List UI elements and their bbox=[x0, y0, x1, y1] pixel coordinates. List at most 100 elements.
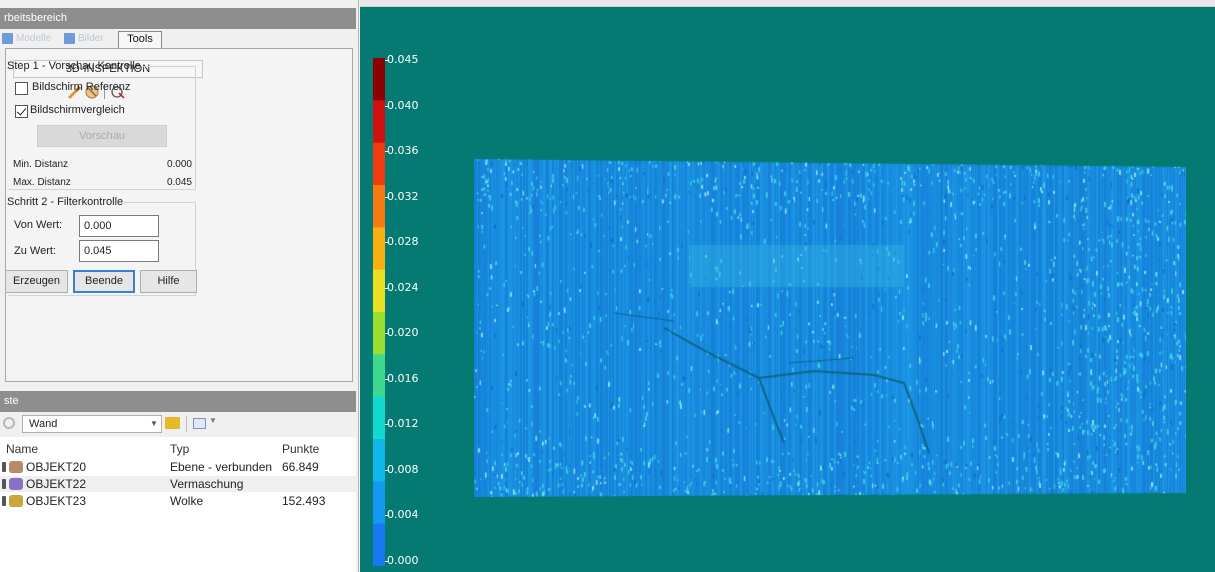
view-mode-icon[interactable] bbox=[193, 418, 206, 429]
column-header-type[interactable]: Typ bbox=[170, 442, 190, 456]
list-toolbar: Wand ▼ ▼ bbox=[0, 413, 356, 435]
color-scale-tick bbox=[385, 242, 389, 244]
step2-group: Schritt 2 - Filterkontrolle bbox=[7, 196, 196, 296]
step2-legend: Schritt 2 - Filterkontrolle bbox=[7, 196, 124, 208]
filter-dropdown[interactable]: Wand ▼ bbox=[22, 415, 162, 433]
generate-button[interactable]: Erzeugen bbox=[5, 270, 68, 293]
filter-dropdown-value: Wand bbox=[29, 418, 58, 430]
list-title: ste bbox=[4, 395, 19, 407]
color-scale-tick-label: 0.004 bbox=[387, 508, 419, 522]
toolbar-separator bbox=[104, 85, 105, 99]
color-scale-tick-label: 0.045 bbox=[387, 53, 419, 66]
color-scale-segment bbox=[373, 185, 385, 228]
visibility-icon[interactable] bbox=[2, 479, 6, 489]
max-distance-value: 0.045 bbox=[166, 177, 192, 188]
color-scale-tick bbox=[385, 333, 389, 335]
color-scale-segment bbox=[373, 396, 385, 440]
end-button[interactable]: Beende bbox=[73, 270, 135, 293]
color-scale-tick bbox=[385, 378, 389, 380]
tab-models[interactable]: Modelle bbox=[0, 30, 51, 48]
list-item[interactable]: OBJEKT20 Ebene - verbunden 66.849 bbox=[0, 459, 356, 475]
color-scale-segment bbox=[373, 439, 385, 482]
plane-object-icon bbox=[9, 461, 23, 473]
object-name: OBJEKT23 bbox=[26, 494, 87, 508]
object-name: OBJEKT20 bbox=[26, 460, 87, 474]
color-scale-tick-label: 0.032 bbox=[387, 189, 419, 203]
reference-checkbox-label[interactable]: Bildschirm Referenz bbox=[32, 81, 131, 93]
images-icon bbox=[64, 33, 75, 44]
list-item[interactable]: OBJEKT23 Wolke 152.493 bbox=[0, 493, 356, 509]
list-item[interactable]: OBJEKT22 Vermaschung bbox=[0, 476, 356, 492]
inspection-panel: 3D-INSPEKTION bbox=[5, 48, 353, 382]
preview-button[interactable]: Vorschau bbox=[37, 125, 167, 147]
color-scale-segment bbox=[373, 481, 385, 525]
color-scale-tick bbox=[385, 151, 389, 153]
from-value-label: Von Wert: bbox=[14, 219, 63, 231]
stamp-icon[interactable] bbox=[110, 84, 126, 100]
color-scale-segment bbox=[373, 269, 385, 313]
color-scale-segment bbox=[373, 354, 385, 398]
object-type: Vermaschung bbox=[170, 477, 244, 491]
list-titlebar: ste bbox=[0, 391, 356, 412]
tab-tools[interactable]: Tools bbox=[118, 31, 162, 48]
color-scale-tick bbox=[385, 196, 389, 198]
color-scale-tick bbox=[385, 515, 389, 517]
object-name: OBJEKT22 bbox=[26, 477, 87, 491]
workspace-title: rbeitsbereich bbox=[4, 12, 67, 24]
object-list: Name Typ Punkte OBJEKT20 Ebene - verbund… bbox=[0, 437, 356, 572]
inspection-toolbar bbox=[66, 84, 156, 102]
help-button[interactable]: Hilfe bbox=[140, 270, 197, 293]
mesh-object-icon bbox=[9, 478, 23, 490]
color-scale-tick-label: 0.020 bbox=[387, 326, 419, 340]
color-scale-tick-label: 0.000 bbox=[387, 554, 419, 567]
object-points: 152.493 bbox=[282, 494, 326, 508]
folder-icon[interactable] bbox=[165, 417, 180, 429]
workspace-tabs: Modelle Bilder Tools bbox=[0, 30, 356, 48]
color-scale-tick bbox=[385, 287, 389, 289]
compare-checkbox[interactable] bbox=[15, 105, 28, 118]
search-icon bbox=[3, 417, 15, 429]
min-distance-label: Min. Distanz bbox=[13, 159, 69, 170]
object-type: Wolke bbox=[170, 494, 204, 508]
visibility-icon[interactable] bbox=[2, 496, 6, 506]
color-scale-tick bbox=[385, 469, 389, 471]
object-type: Ebene - verbunden bbox=[170, 460, 273, 474]
step1-group: Step 1 - Vorschau Kontrolle bbox=[7, 60, 196, 190]
color-scale-tick-label: 0.028 bbox=[387, 235, 419, 249]
min-distance-value: 0.000 bbox=[166, 159, 192, 170]
column-header-name[interactable]: Name bbox=[6, 442, 39, 456]
chevron-down-icon[interactable]: ▼ bbox=[209, 416, 217, 425]
to-value-input[interactable]: 0.045 bbox=[79, 240, 159, 262]
color-scale-segment bbox=[373, 100, 385, 144]
max-distance-label: Max. Distanz bbox=[13, 177, 71, 188]
cloud-object-icon bbox=[9, 495, 23, 507]
no-entry-icon[interactable] bbox=[84, 84, 100, 100]
color-scale-tick-label: 0.012 bbox=[387, 417, 419, 431]
color-scale-segment bbox=[373, 523, 385, 566]
color-scale-segment bbox=[373, 58, 385, 101]
to-value-label: Zu Wert: bbox=[14, 245, 56, 257]
paint-brush-icon[interactable] bbox=[66, 84, 82, 100]
reference-checkbox[interactable] bbox=[15, 82, 28, 95]
tab-images[interactable]: Bilder bbox=[62, 30, 104, 48]
viewport-top-border bbox=[360, 0, 1215, 7]
models-icon bbox=[2, 33, 13, 44]
chevron-down-icon: ▼ bbox=[150, 419, 158, 428]
color-scale-segment bbox=[373, 227, 385, 271]
point-cloud-deviation-map[interactable] bbox=[474, 153, 1186, 497]
color-scale-bar bbox=[373, 58, 385, 566]
color-scale-tick-label: 0.036 bbox=[387, 144, 419, 158]
color-scale-tick-label: 0.016 bbox=[387, 371, 419, 385]
toolbar-separator bbox=[186, 416, 187, 432]
workspace-titlebar: rbeitsbereich bbox=[0, 8, 356, 29]
color-scale-segment bbox=[373, 312, 385, 355]
color-scale-segment bbox=[373, 142, 385, 186]
visibility-icon[interactable] bbox=[2, 462, 6, 472]
color-scale-tick bbox=[385, 60, 389, 61]
color-scale-tick-label: 0.008 bbox=[387, 462, 419, 476]
color-scale-tick bbox=[385, 424, 389, 426]
column-header-points[interactable]: Punkte bbox=[282, 442, 320, 456]
from-value-input[interactable]: 0.000 bbox=[79, 215, 159, 237]
compare-checkbox-label[interactable]: Bildschirmvergleich bbox=[30, 104, 125, 116]
color-scale-tick bbox=[385, 105, 389, 107]
